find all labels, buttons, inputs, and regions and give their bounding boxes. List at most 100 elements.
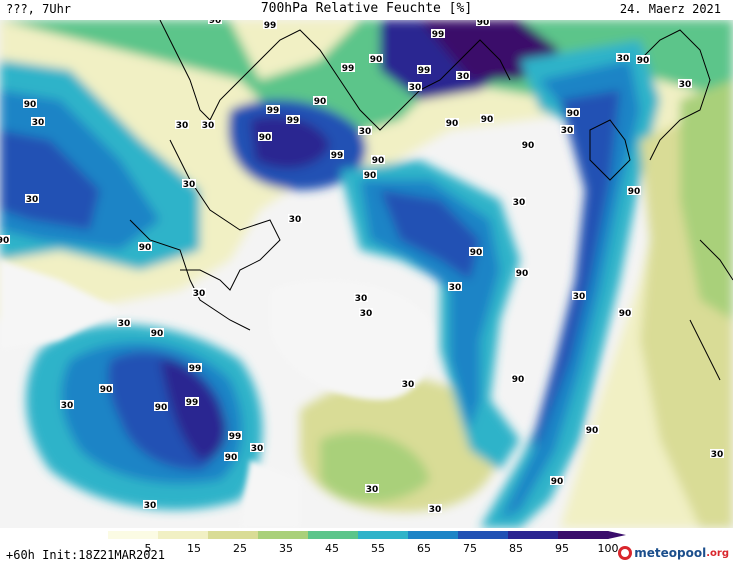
svg-text:90: 90 <box>619 309 632 319</box>
contour-label: 99 <box>286 115 300 126</box>
svg-text:90: 90 <box>209 20 222 26</box>
svg-text:30: 30 <box>183 180 196 190</box>
svg-text:30: 30 <box>679 80 692 90</box>
svg-text:90: 90 <box>586 426 599 436</box>
contour-label: 90 <box>445 118 459 129</box>
svg-text:90: 90 <box>151 329 164 339</box>
colorbar-label: 65 <box>417 542 431 555</box>
contour-label: 90 <box>154 402 168 413</box>
svg-text:30: 30 <box>61 401 74 411</box>
svg-text:30: 30 <box>118 319 131 329</box>
contour-label: 90 <box>138 242 152 253</box>
contour-label: 90 <box>224 452 238 463</box>
contour-label: 90 <box>208 20 222 26</box>
meteopool-logo[interactable]: meteopool .org <box>618 546 729 560</box>
humidity-map: 90 99 99 99 90 99 30 30 90 99 99 90 30 9… <box>0 20 733 528</box>
colorbar-label: 15 <box>187 542 201 555</box>
svg-text:99: 99 <box>264 21 277 31</box>
svg-text:99: 99 <box>189 364 202 374</box>
logo-text: meteopool <box>634 546 707 560</box>
map-title: 700hPa Relative Feuchte [%] <box>260 1 473 16</box>
svg-text:30: 30 <box>360 309 373 319</box>
contour-label: 99 <box>417 65 431 76</box>
contour-label: 30 <box>572 291 586 302</box>
contour-label: 30 <box>175 120 189 131</box>
contour-label: 99 <box>188 363 202 374</box>
colorbar-segment <box>158 531 209 539</box>
svg-text:99: 99 <box>287 116 300 126</box>
svg-text:99: 99 <box>267 106 280 116</box>
svg-text:90: 90 <box>139 243 152 253</box>
colorbar-segment <box>558 531 609 539</box>
colorbar-segment <box>258 531 309 539</box>
svg-text:90: 90 <box>372 156 385 166</box>
svg-text:30: 30 <box>289 215 302 225</box>
contour-label: 90 <box>566 108 580 119</box>
contour-label: 90 <box>480 114 494 125</box>
forecast-time-label: ???, 7Uhr <box>6 2 72 16</box>
colorbar-label: 35 <box>279 542 293 555</box>
svg-text:99: 99 <box>432 30 445 40</box>
contour-label: 30 <box>678 79 692 90</box>
contour-label: 99 <box>341 63 355 74</box>
svg-text:30: 30 <box>366 485 379 495</box>
svg-text:90: 90 <box>0 236 9 246</box>
contour-label: 90 <box>371 155 385 166</box>
contour-label: 30 <box>710 449 724 460</box>
run-info: +60h Init:18Z21MAR2021 <box>6 548 165 562</box>
svg-text:30: 30 <box>193 289 206 299</box>
logo-suffix: .org <box>706 547 729 559</box>
svg-text:90: 90 <box>100 385 113 395</box>
contour-label: 30 <box>288 214 302 225</box>
contour-label: 30 <box>616 53 630 64</box>
contour-label: 90 <box>550 476 564 487</box>
colorbar-segment <box>508 531 559 539</box>
svg-text:30: 30 <box>202 121 215 131</box>
svg-text:30: 30 <box>251 444 264 454</box>
svg-text:90: 90 <box>512 375 525 385</box>
svg-text:90: 90 <box>481 115 494 125</box>
contour-label: 30 <box>401 379 415 390</box>
svg-text:30: 30 <box>144 501 157 511</box>
contour-label: 30 <box>60 400 74 411</box>
contour-label: 90 <box>521 140 535 151</box>
svg-text:30: 30 <box>457 72 470 82</box>
contour-label: 30 <box>182 179 196 190</box>
svg-text:30: 30 <box>711 450 724 460</box>
colorbar <box>108 531 626 539</box>
contour-label: 30 <box>448 282 462 293</box>
svg-text:30: 30 <box>513 198 526 208</box>
svg-text:30: 30 <box>176 121 189 131</box>
svg-text:30: 30 <box>617 54 630 64</box>
svg-text:99: 99 <box>342 64 355 74</box>
contour-label: 30 <box>117 318 131 329</box>
svg-text:90: 90 <box>470 248 483 258</box>
contour-label: 30 <box>192 288 206 299</box>
contour-label: 30 <box>359 308 373 319</box>
svg-text:99: 99 <box>186 398 199 408</box>
svg-text:90: 90 <box>155 403 168 413</box>
contour-label: 30 <box>358 126 372 137</box>
colorbar-segment <box>358 531 409 539</box>
contour-label: 30 <box>250 443 264 454</box>
svg-text:90: 90 <box>24 100 37 110</box>
contour-label: 90 <box>258 132 272 143</box>
colorbar-arrow <box>608 531 626 539</box>
contour-label: 99 <box>185 397 199 408</box>
contour-label: 90 <box>469 247 483 258</box>
contour-label: 90 <box>369 54 383 65</box>
svg-text:30: 30 <box>355 294 368 304</box>
humidity-field: 90 99 99 99 90 99 30 30 90 99 99 90 30 9… <box>0 20 733 528</box>
contour-label: 30 <box>512 197 526 208</box>
contour-label: 99 <box>431 29 445 40</box>
contour-label: 90 <box>150 328 164 339</box>
contour-label: 30 <box>456 71 470 82</box>
colorbar-label: 55 <box>371 542 385 555</box>
colorbar-label: 75 <box>463 542 477 555</box>
svg-text:30: 30 <box>449 283 462 293</box>
svg-text:30: 30 <box>429 505 442 515</box>
svg-text:90: 90 <box>567 109 580 119</box>
contour-label: 30 <box>25 194 39 205</box>
contour-label: 30 <box>365 484 379 495</box>
svg-text:99: 99 <box>418 66 431 76</box>
